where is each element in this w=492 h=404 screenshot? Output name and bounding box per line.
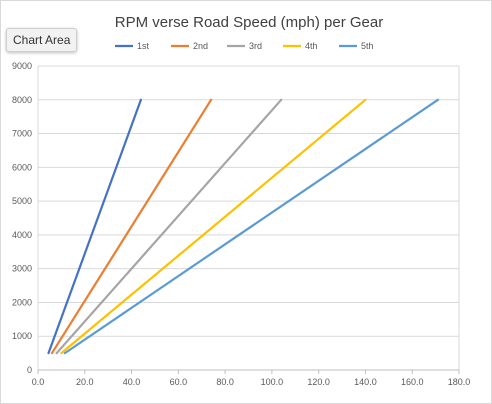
x-tick-label: 0.0 bbox=[32, 377, 45, 387]
series-line-5th[interactable] bbox=[63, 98, 439, 355]
x-tick-label: 180.0 bbox=[448, 377, 471, 387]
y-tick-label: 1000 bbox=[12, 331, 32, 341]
axes: 0 1000 2000 3000 4000 5000 6000 7000 8000 9000 0.0… bbox=[12, 61, 470, 387]
y-tick-label: 6000 bbox=[12, 162, 32, 172]
series-line-2nd[interactable] bbox=[50, 98, 213, 355]
series-line-4th[interactable] bbox=[60, 98, 367, 355]
series-line-1st[interactable] bbox=[47, 98, 142, 355]
legend-label-3rd: 3rd bbox=[249, 41, 262, 51]
series-line-3rd[interactable] bbox=[55, 98, 283, 355]
x-tick-label: 20.0 bbox=[76, 377, 94, 387]
chart-title: RPM verse Road Speed (mph) per Gear bbox=[115, 14, 383, 31]
x-tick-label: 160.0 bbox=[401, 377, 424, 387]
y-tick-label: 5000 bbox=[12, 196, 32, 206]
y-tick-label: 9000 bbox=[12, 61, 32, 71]
chart-area-tooltip: Chart Area bbox=[6, 28, 78, 52]
y-tick-label: 8000 bbox=[12, 95, 32, 105]
y-tick-label: 2000 bbox=[12, 297, 32, 307]
y-tick-label: 3000 bbox=[12, 264, 32, 274]
legend-label-4th: 4th bbox=[305, 41, 318, 51]
x-tick-label: 100.0 bbox=[261, 377, 284, 387]
series-lines bbox=[47, 98, 439, 355]
legend: 1st 2nd 3rd 4th 5th bbox=[115, 41, 374, 51]
x-tick-label: 120.0 bbox=[307, 377, 330, 387]
legend-label-2nd: 2nd bbox=[193, 41, 208, 51]
y-tick-label: 0 bbox=[27, 365, 32, 375]
x-tick-label: 60.0 bbox=[170, 377, 188, 387]
gridlines bbox=[38, 65, 460, 371]
legend-label-1st: 1st bbox=[137, 41, 150, 51]
y-tick-label: 4000 bbox=[12, 230, 32, 240]
legend-label-5th: 5th bbox=[361, 41, 374, 51]
x-tick-label: 40.0 bbox=[123, 377, 141, 387]
x-tick-label: 80.0 bbox=[216, 377, 234, 387]
y-tick-label: 7000 bbox=[12, 129, 32, 139]
x-tick-label: 140.0 bbox=[354, 377, 377, 387]
